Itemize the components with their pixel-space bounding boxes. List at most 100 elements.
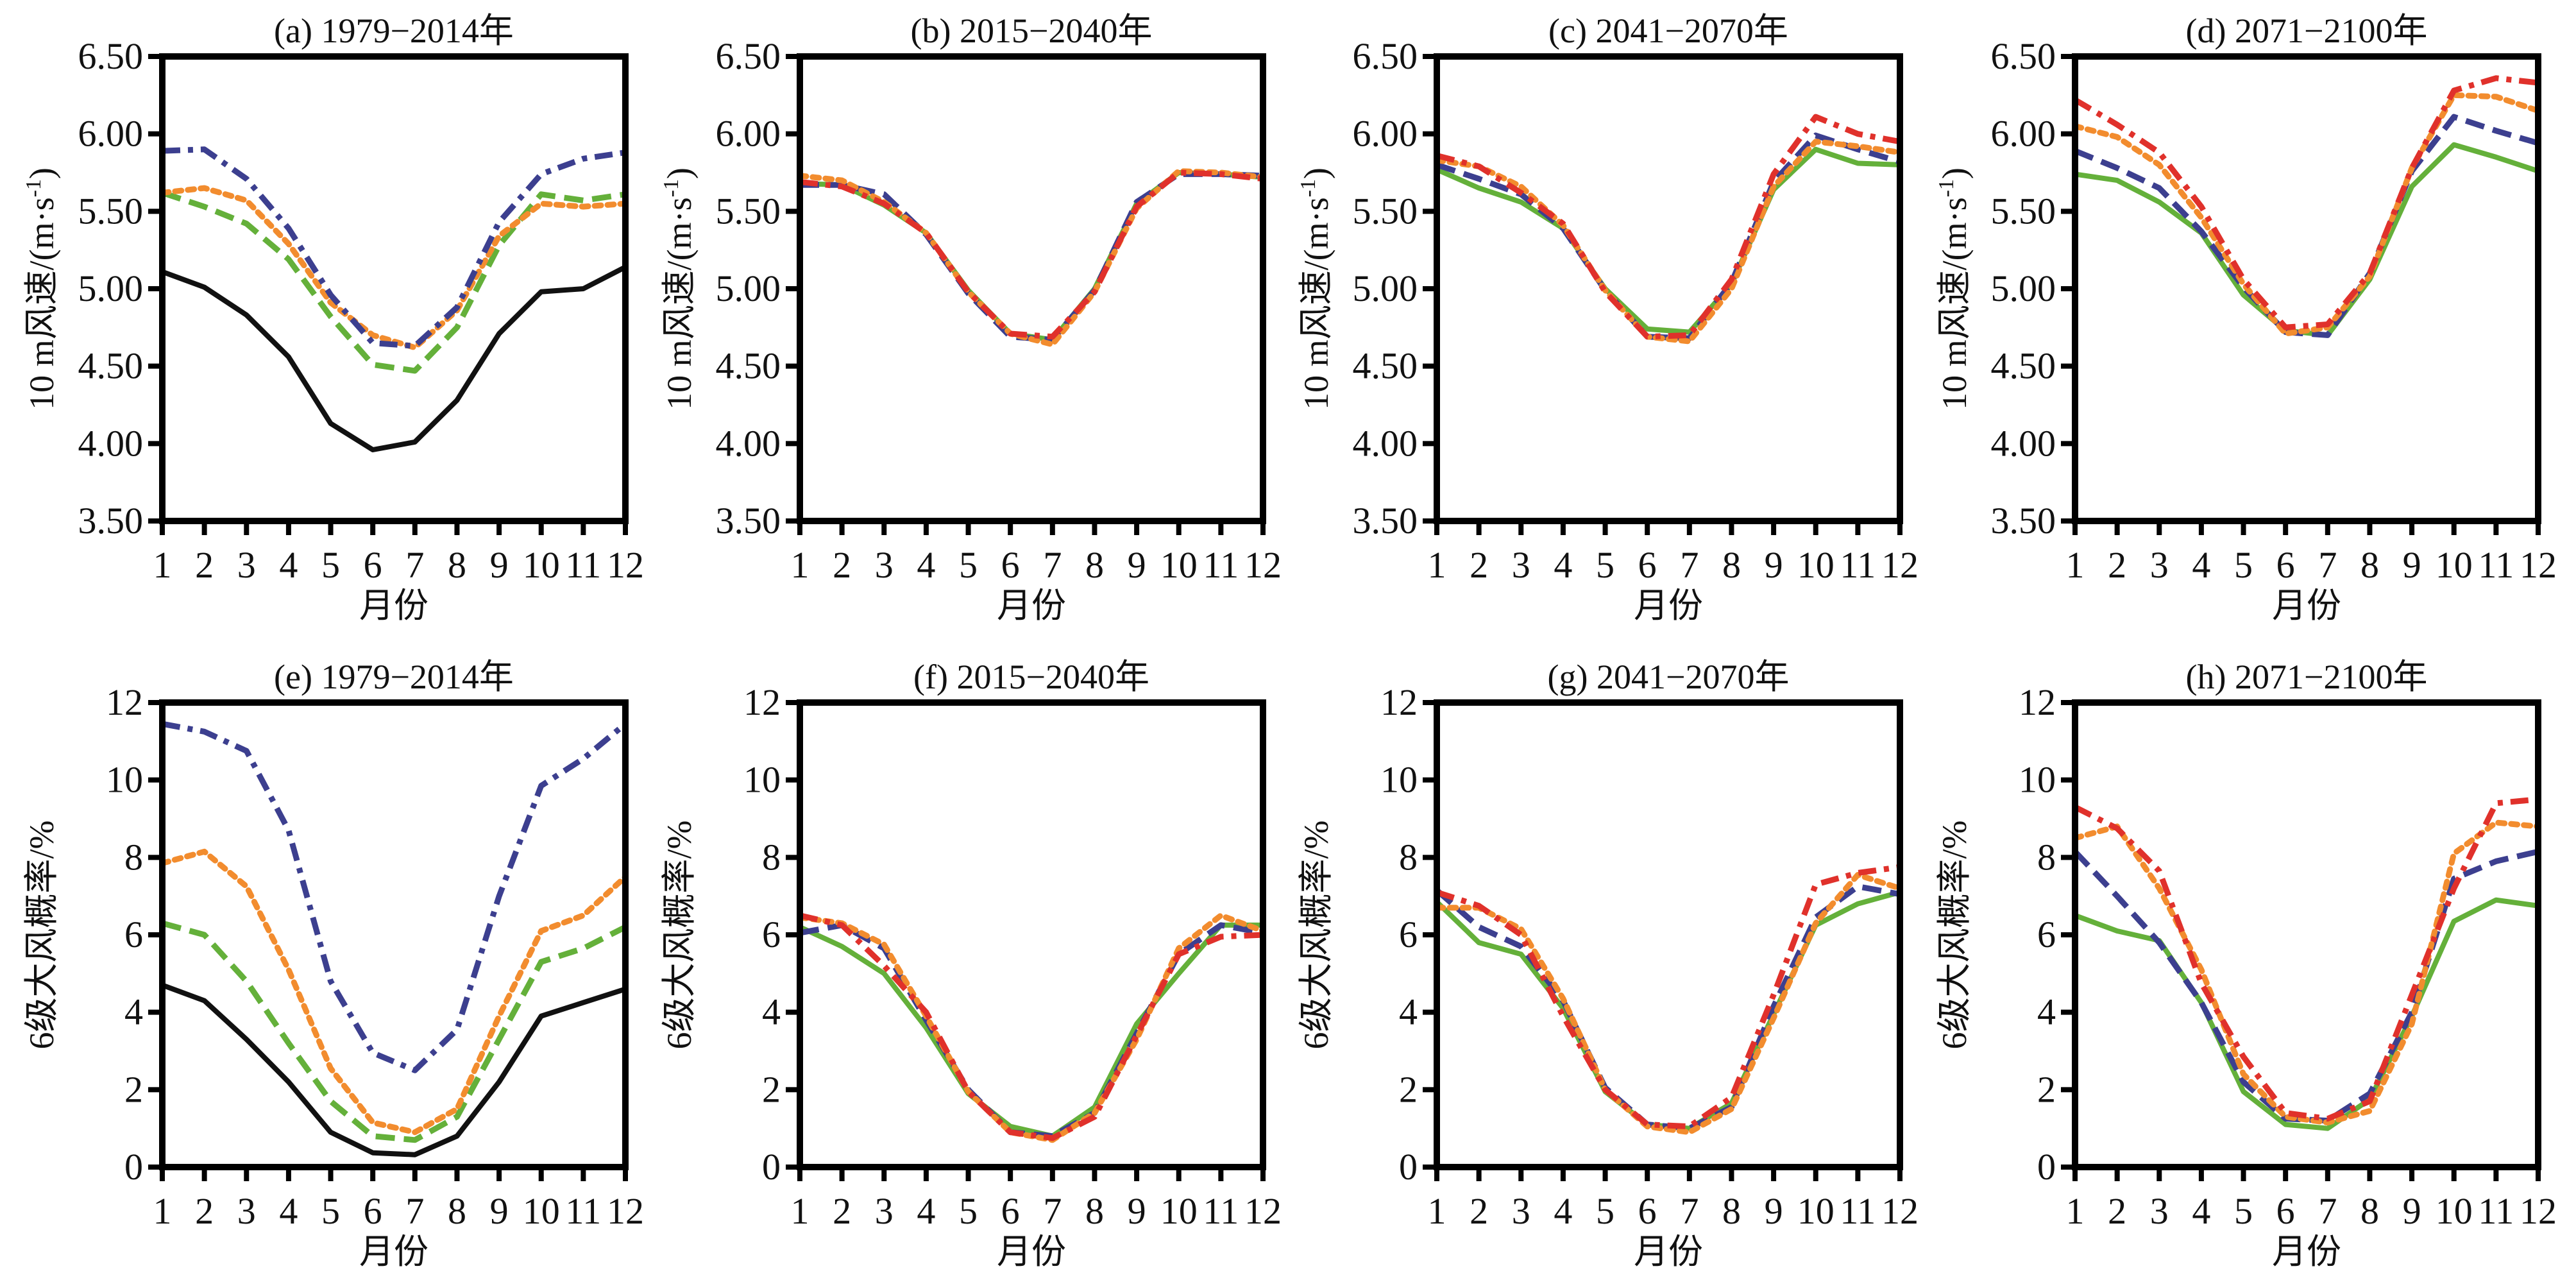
x-tick-label: 8	[2360, 1190, 2379, 1232]
x-tick-label: 2	[195, 544, 214, 586]
x-tick-label: 2	[833, 1190, 851, 1232]
x-tick-label: 7	[1043, 1190, 1062, 1232]
y-tick-label: 5.50	[78, 190, 144, 232]
x-tick-label: 6	[2276, 1190, 2295, 1232]
y-tick-label: 6.00	[78, 113, 144, 155]
x-tick-label: 1	[791, 1190, 809, 1232]
y-tick-label: 8	[2037, 836, 2056, 878]
y-tick-label: 5.50	[1991, 190, 2056, 232]
y-tick-label: 4.50	[716, 345, 781, 387]
plot-frame	[797, 699, 1266, 1170]
x-tick-label: 8	[2360, 544, 2379, 586]
x-tick-label: 12	[1881, 544, 1919, 586]
x-tick-label: 7	[2318, 544, 2337, 586]
x-tick-label: 10	[1797, 544, 1835, 586]
x-tick-label: 5	[321, 1190, 340, 1232]
y-tick-label: 6	[124, 914, 143, 955]
x-tick-label: 11	[1203, 544, 1239, 586]
x-tick-label: 6	[364, 544, 382, 586]
x-tick-label: 2	[2108, 1190, 2126, 1232]
y-tick-label: 3.50	[716, 500, 781, 542]
panel-c: (c) 2041−2070年 3.50 4.00 4.50 5.00 5.50 6.00 6.…	[1296, 12, 1919, 625]
series-line-blue-dashdot	[162, 146, 625, 349]
x-tick-label: 9	[2403, 1190, 2421, 1232]
x-tick-label: 11	[565, 1190, 601, 1232]
x-tick-label: 2	[833, 544, 851, 586]
y-tick-label: 0	[1399, 1146, 1418, 1188]
y-axis-label-main: 6级大风概率/%	[1297, 821, 1335, 1050]
x-tick-label: 12	[1881, 1190, 1919, 1232]
y-tick-label: 0	[124, 1146, 143, 1188]
y-tick-label: 3.50	[78, 500, 144, 542]
y-tick-label: 2	[124, 1068, 143, 1110]
y-axis-label-main: 10 m风速/(m·s	[1297, 197, 1335, 410]
series-group	[2075, 75, 2538, 338]
x-tick-label: 4	[2192, 544, 2210, 586]
y-axis-label: 10 m风速/(m·s-1)	[659, 167, 699, 410]
y-tick-label: 4.50	[1353, 345, 1418, 387]
x-tick-label: 9	[1128, 544, 1146, 586]
y-tick-label: 6.50	[716, 35, 781, 77]
series-line-orange-dotted	[2075, 92, 2538, 337]
y-axis-label-main: 6级大风概率/%	[1935, 821, 1974, 1050]
panel-title: (h) 2071−2100年	[2186, 658, 2428, 696]
x-tick-label: 9	[1765, 1190, 1783, 1232]
x-tick-label: 11	[1840, 544, 1876, 586]
x-tick-label: 4	[1554, 544, 1572, 586]
y-tick-label: 4	[762, 991, 781, 1033]
x-tick-label: 9	[1765, 544, 1783, 586]
panel-title: (e) 1979−2014年	[274, 658, 514, 696]
x-axis-label: 月份	[2272, 586, 2341, 625]
series-line-green-solid	[1437, 146, 1900, 335]
y-tick-label: 5.00	[716, 268, 781, 309]
series-line-green-solid	[800, 922, 1263, 1139]
x-tick-label: 4	[279, 1190, 298, 1232]
y-axis-label: 6级大风概率/%	[22, 821, 61, 1050]
x-tick-label: 10	[2436, 544, 2473, 586]
x-tick-label: 5	[2234, 544, 2253, 586]
x-tick-label: 1	[2066, 1190, 2085, 1232]
x-tick-label: 3	[1512, 1190, 1530, 1232]
x-tick-label: 8	[1085, 544, 1104, 586]
y-tick-label: 3.50	[1353, 500, 1418, 542]
y-axis-label-superscript: -1	[1296, 179, 1320, 197]
x-tick-label: 10	[1160, 544, 1198, 586]
y-tick-label: 5.00	[1991, 268, 2056, 309]
x-tick-label: 4	[1554, 1190, 1572, 1232]
panel-title: (d) 2071−2100年	[2186, 12, 2428, 50]
x-tick-label: 12	[607, 1190, 644, 1232]
x-tick-label: 12	[2520, 544, 2557, 586]
x-tick-label: 10	[2436, 1190, 2473, 1232]
x-tick-label: 7	[1680, 1190, 1699, 1232]
x-tick-label: 10	[523, 544, 560, 586]
x-tick-label: 4	[917, 1190, 935, 1232]
x-tick-label: 6	[1001, 1190, 1020, 1232]
x-tick-label: 9	[490, 1190, 509, 1232]
panel-d: (d) 2071−2100年 3.50 4.00 4.50 5.00 5.50 6.00 6.…	[1935, 12, 2557, 625]
series-line-orange-dotted	[162, 848, 625, 1136]
x-tick-label: 3	[1512, 544, 1530, 586]
x-tick-label: 3	[237, 1190, 256, 1232]
x-tick-label: 1	[1428, 1190, 1446, 1232]
y-tick-label: 6.00	[1353, 113, 1418, 155]
series-group	[162, 146, 625, 452]
plot-frame	[1434, 53, 1903, 524]
x-tick-label: 4	[2192, 1190, 2210, 1232]
x-tick-label: 11	[2478, 544, 2514, 586]
series-line-red-dashdot	[1437, 114, 1900, 340]
x-tick-label: 3	[237, 544, 256, 586]
x-tick-label: 1	[791, 544, 809, 586]
series-line-green-dashed	[162, 920, 625, 1143]
x-tick-label: 6	[364, 1190, 382, 1232]
x-tick-label: 4	[279, 544, 298, 586]
y-tick-label: 6.50	[1353, 35, 1418, 77]
series-line-blue-dashed	[2075, 848, 2538, 1124]
y-tick-label: 10	[743, 759, 781, 801]
x-axis-label: 月份	[359, 1233, 428, 1271]
plot-frame	[1434, 699, 1903, 1170]
x-tick-label: 1	[153, 1190, 172, 1232]
series-line-blue-dashed	[1437, 883, 1900, 1132]
x-axis-label: 月份	[997, 586, 1066, 625]
